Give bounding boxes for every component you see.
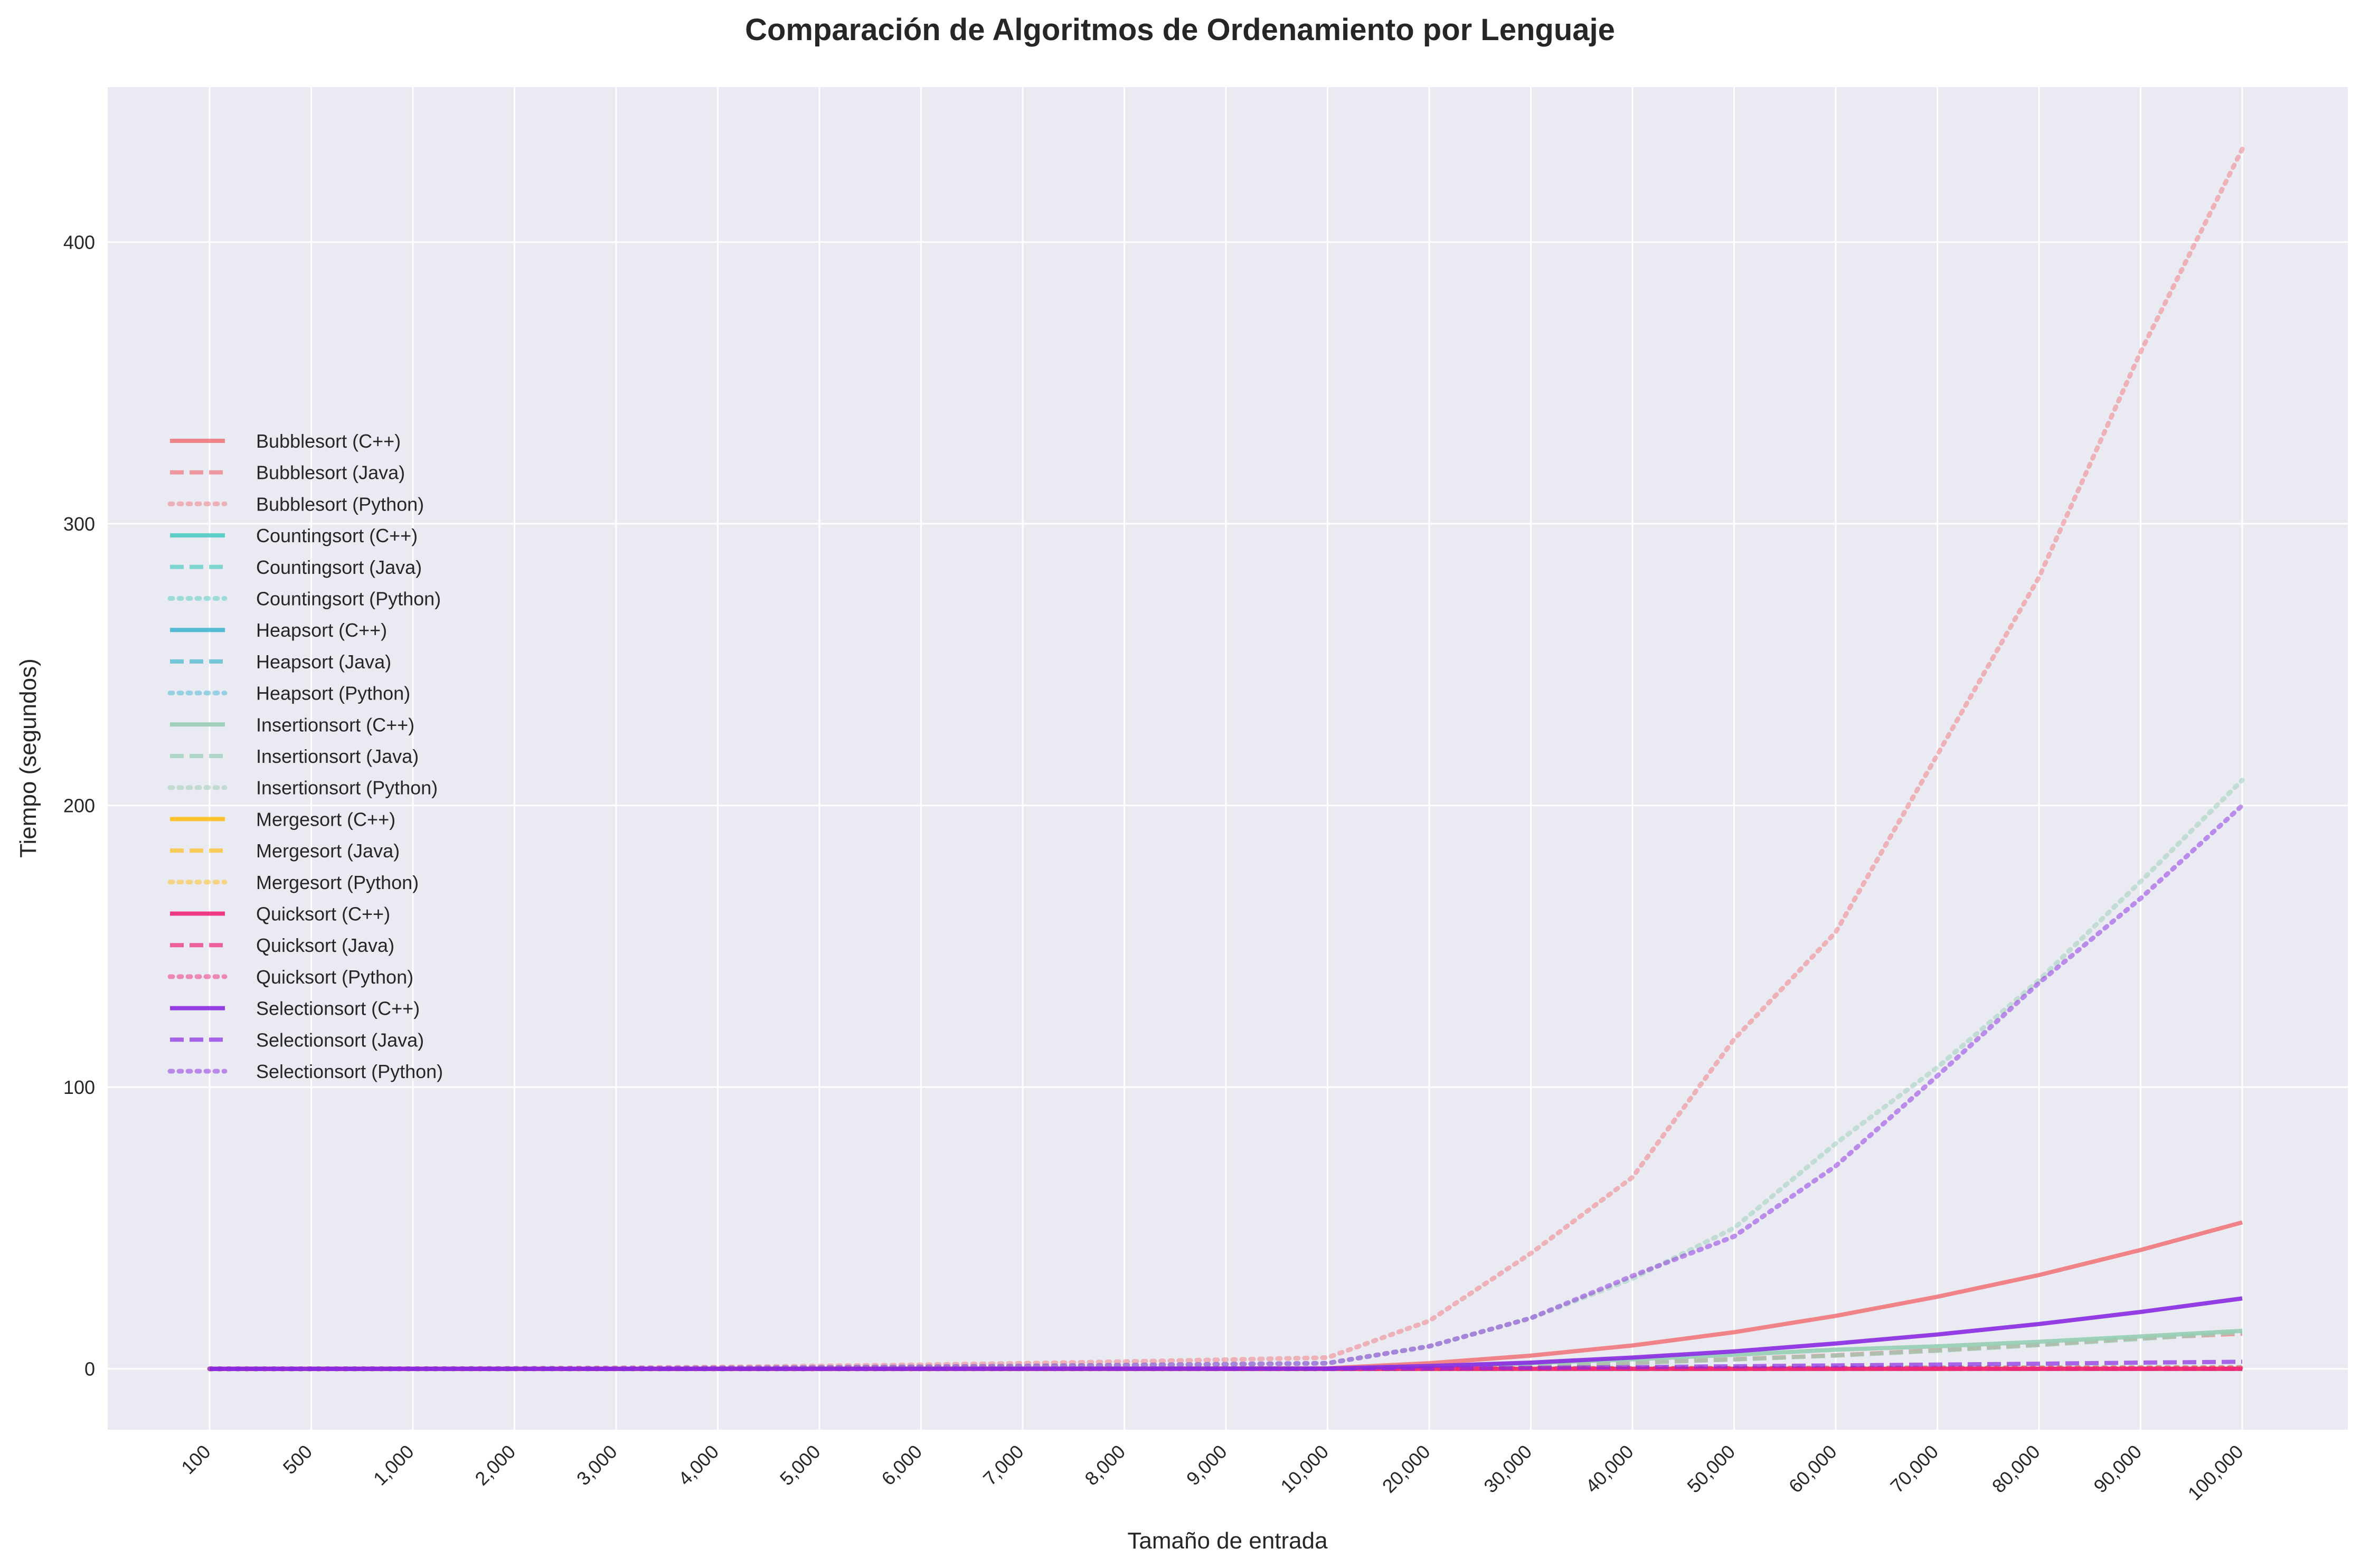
x-tick-label: 100 [177, 1441, 214, 1478]
legend: Bubblesort (C++) Bubblesort (Java) Bubbles… [167, 430, 443, 1082]
x-tick-label: 100,000 [2184, 1441, 2248, 1505]
chart-title: Comparación de Algoritmos de Ordenamient… [745, 13, 1615, 47]
legend-entry-label: Countingsort (C++) [256, 525, 418, 546]
y-axis-label: Tiempo (segundos) [15, 658, 41, 857]
legend-entry-label: Bubblesort (C++) [256, 430, 401, 452]
legend-entry-label: Mergesort (C++) [256, 808, 395, 830]
x-axis-label: Tamaño de entrada [1127, 1528, 1328, 1554]
x-tick-label: 90,000 [2089, 1441, 2146, 1497]
x-tick-label: 50,000 [1683, 1441, 1739, 1497]
y-tick-label: 100 [63, 1076, 95, 1098]
x-tick-label: 5,000 [776, 1441, 825, 1490]
legend-entry-label: Quicksort (Java) [256, 934, 394, 956]
legend-entry-label: Mergesort (Java) [256, 840, 400, 862]
legend-entry-label: Heapsort (C++) [256, 619, 387, 641]
x-tick-label: 9,000 [1182, 1441, 1231, 1490]
y-tick-label: 0 [84, 1358, 95, 1380]
x-tick-labels: 100 500 1,000 2,000 3,000 4,000 5,000 6,000 7,00… [177, 1441, 2247, 1505]
legend-entry-label: Bubblesort (Python) [256, 493, 424, 515]
y-tick-label: 400 [63, 231, 95, 253]
legend-entry-label: Selectionsort (Python) [256, 1061, 443, 1082]
x-tick-label: 500 [279, 1441, 316, 1478]
legend-entry-label: Heapsort (Java) [256, 651, 391, 673]
x-tick-label: 6,000 [877, 1441, 926, 1490]
x-tick-label: 3,000 [572, 1441, 621, 1490]
x-tick-label: 10,000 [1276, 1441, 1333, 1497]
legend-entry-label: Countingsort (Java) [256, 556, 422, 578]
legend-entry-label: Insertionsort (Java) [256, 745, 419, 767]
legend-entry-label: Quicksort (C++) [256, 903, 390, 925]
legend-entry-label: Countingsort (Python) [256, 588, 441, 610]
y-tick-label: 200 [63, 795, 95, 817]
legend-entry-label: Heapsort (Python) [256, 683, 410, 704]
legend-entry-label: Bubblesort (Java) [256, 462, 405, 484]
y-tick-labels: 0 100 200 300 400 [63, 231, 95, 1380]
x-tick-label: 1,000 [369, 1441, 418, 1490]
x-tick-label: 30,000 [1479, 1441, 1536, 1497]
x-tick-label: 60,000 [1785, 1441, 1841, 1497]
x-tick-label: 40,000 [1581, 1441, 1638, 1497]
x-tick-label: 7,000 [979, 1441, 1028, 1490]
x-tick-label: 2,000 [470, 1441, 520, 1490]
x-tick-label: 70,000 [1886, 1441, 1942, 1497]
x-tick-label: 80,000 [1988, 1441, 2044, 1497]
series-layer [207, 146, 2245, 1372]
x-tick-label: 8,000 [1080, 1441, 1129, 1490]
x-tick-label: 4,000 [674, 1441, 723, 1490]
x-tick-label: 20,000 [1378, 1441, 1434, 1497]
y-tick-label: 300 [63, 513, 95, 535]
series-line [207, 803, 2245, 1372]
plot-area [108, 87, 2348, 1430]
legend-entry-label: Selectionsort (C++) [256, 998, 420, 1019]
legend-entry-label: Insertionsort (Python) [256, 777, 438, 799]
legend-entry-label: Selectionsort (Java) [256, 1029, 424, 1051]
legend-entry-label: Mergesort (Python) [256, 872, 419, 893]
legend-entry-label: Quicksort (Python) [256, 966, 413, 988]
legend-entry-label: Insertionsort (C++) [256, 714, 414, 735]
